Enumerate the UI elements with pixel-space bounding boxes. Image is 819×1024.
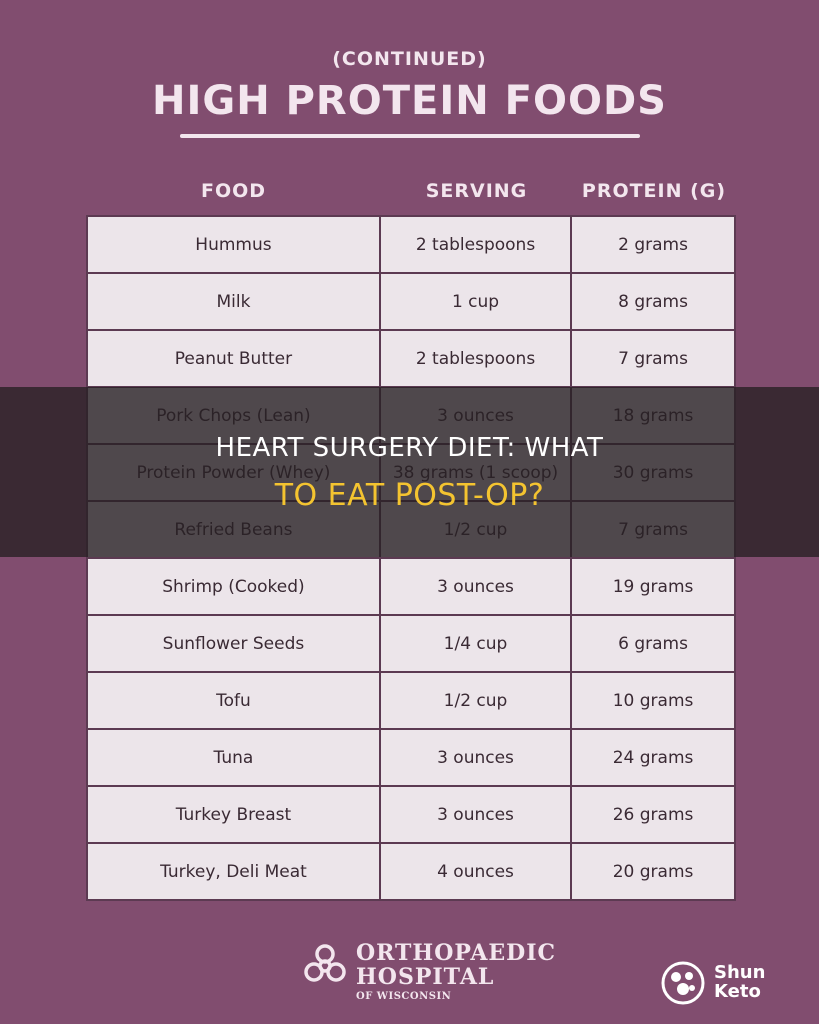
title-underline	[180, 134, 640, 138]
page-title: HIGH PROTEIN FOODS	[152, 78, 667, 124]
serving-cell: 3 ounces	[378, 557, 573, 616]
table-row: Tofu 1/2 cup 10 grams	[86, 671, 736, 730]
protein-cell: 6 grams	[570, 614, 736, 673]
celtic-knot-icon	[304, 944, 346, 982]
protein-cell: 10 grams	[570, 671, 736, 730]
shunketo-logo: Shun Keto	[659, 960, 789, 1006]
column-header-serving: SERVING	[425, 180, 528, 202]
serving-cell: 1 cup	[378, 272, 573, 331]
food-cell: Shrimp (Cooked)	[86, 557, 381, 616]
hospital-name-line1: ORTHOPAEDIC	[356, 940, 557, 966]
food-cell: Peanut Butter	[86, 329, 381, 388]
serving-cell: 3 ounces	[378, 728, 573, 787]
brand-name-line1: Shun	[714, 962, 766, 983]
serving-cell: 1/2 cup	[378, 671, 573, 730]
food-cell: Sunflower Seeds	[86, 614, 381, 673]
table-row: Peanut Butter 2 tablespoons 7 grams	[86, 329, 736, 388]
serving-cell: 2 tablespoons	[378, 215, 573, 274]
protein-cell: 26 grams	[570, 785, 736, 844]
serving-cell: 4 ounces	[378, 842, 573, 901]
serving-cell: 2 tablespoons	[378, 329, 573, 388]
overlay-title-line1: HEART SURGERY DIET: WHAT	[215, 433, 604, 463]
column-header-food: FOOD	[200, 180, 267, 202]
table-row: Hummus 2 tablespoons 2 grams	[86, 215, 736, 274]
table-row: Milk 1 cup 8 grams	[86, 272, 736, 331]
brand-mark-icon	[661, 961, 705, 1005]
protein-cell: 8 grams	[570, 272, 736, 331]
table-row: Turkey, Deli Meat 4 ounces 20 grams	[86, 842, 736, 901]
page-subtitle: (CONTINUED)	[332, 48, 487, 70]
hospital-name-line3: OF WISCONSIN	[356, 991, 452, 1002]
food-cell: Tuna	[86, 728, 381, 787]
food-cell: Turkey, Deli Meat	[86, 842, 381, 901]
table-row: Turkey Breast 3 ounces 26 grams	[86, 785, 736, 844]
protein-cell: 19 grams	[570, 557, 736, 616]
food-cell: Hummus	[86, 215, 381, 274]
protein-foods-table: Hummus 2 tablespoons 2 grams Milk 1 cup 8 gra…	[86, 215, 736, 901]
protein-cell: 2 grams	[570, 215, 736, 274]
column-header-protein: PROTEIN (G)	[581, 180, 727, 202]
hospital-name-line2: HOSPITAL	[356, 964, 495, 990]
food-cell: Tofu	[86, 671, 381, 730]
protein-cell: 20 grams	[570, 842, 736, 901]
hospital-logo: ORTHOPAEDIC HOSPITAL OF WISCONSIN	[302, 940, 555, 1010]
food-cell: Turkey Breast	[86, 785, 381, 844]
table-row: Sunflower Seeds 1/4 cup 6 grams	[86, 614, 736, 673]
protein-cell: 24 grams	[570, 728, 736, 787]
table-row: Shrimp (Cooked) 3 ounces 19 grams	[86, 557, 736, 616]
protein-cell: 7 grams	[570, 329, 736, 388]
serving-cell: 1/4 cup	[378, 614, 573, 673]
serving-cell: 3 ounces	[378, 785, 573, 844]
title-overlay-banner	[0, 387, 819, 557]
table-row: Tuna 3 ounces 24 grams	[86, 728, 736, 787]
brand-name-line2: Keto	[714, 981, 761, 1002]
overlay-title-line2: TO EAT POST-OP?	[274, 478, 545, 513]
food-cell: Milk	[86, 272, 381, 331]
